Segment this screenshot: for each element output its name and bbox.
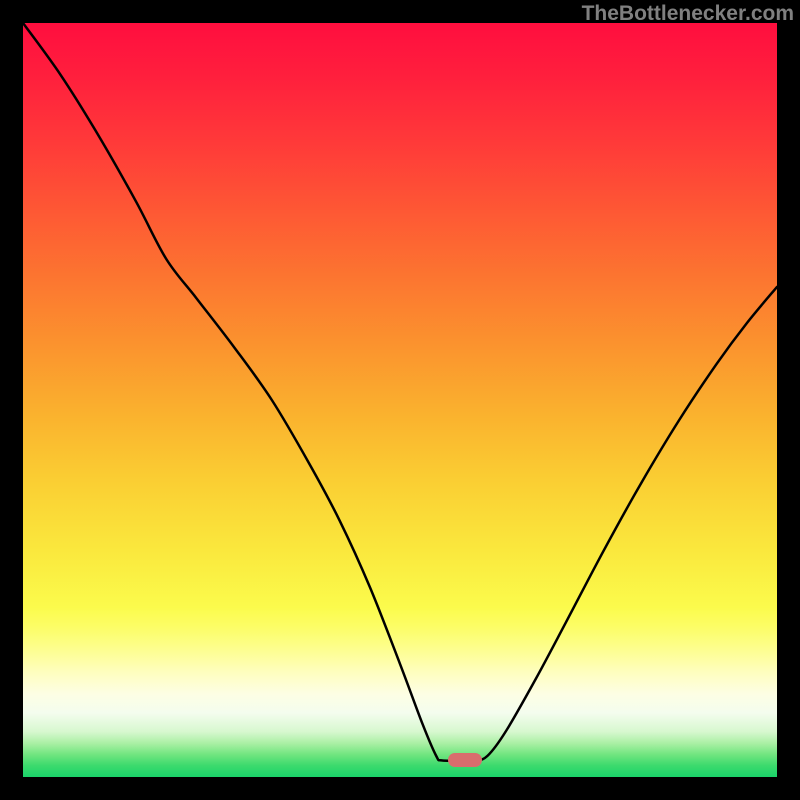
watermark-text: TheBottlenecker.com <box>582 2 794 26</box>
plot-area <box>23 23 777 777</box>
chart-frame: TheBottlenecker.com <box>0 0 800 800</box>
optimal-marker <box>448 753 482 767</box>
gradient-background <box>23 23 777 777</box>
